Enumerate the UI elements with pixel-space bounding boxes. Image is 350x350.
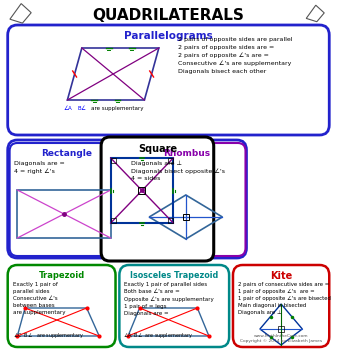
Text: Exactly 1 pair of parallel sides
Both base ∠'s are =
Opposite ∠'s are supplement: Exactly 1 pair of parallel sides Both ba… [124, 282, 214, 316]
Text: 2 pairs of opposite sides are parallel
2 pairs of opposite sides are =
2 pairs o: 2 pairs of opposite sides are parallel 2… [178, 37, 293, 74]
Text: www.MathIntheCore.com
Copyright © 2014 by Elizabeth James: www.MathIntheCore.com Copyright © 2014 b… [240, 334, 322, 343]
Bar [168, 218, 173, 223]
Text: Rectangle: Rectangle [41, 149, 92, 158]
Text: $\angle$A, B$\angle$  are supplementary: $\angle$A, B$\angle$ are supplementary [123, 331, 193, 340]
Bar [168, 158, 173, 163]
FancyBboxPatch shape [127, 143, 245, 256]
Text: B$\angle$: B$\angle$ [77, 103, 87, 112]
FancyBboxPatch shape [101, 137, 214, 261]
Text: $\angle$C  B$\angle$   are supplementary: $\angle$C B$\angle$ are supplementary [13, 331, 84, 340]
Text: Diagonals are ⊥
Diagonals bisect opposite ∠'s
4 = sides: Diagonals are ⊥ Diagonals bisect opposit… [131, 161, 225, 181]
Text: QUADRILATERALS: QUADRILATERALS [92, 8, 244, 23]
Text: Exactly 1 pair of
parallel sides
Consecutive ∠'s
between bases
are supplementary: Exactly 1 pair of parallel sides Consecu… [14, 282, 66, 315]
Text: Isosceles Trapezoid: Isosceles Trapezoid [130, 271, 218, 280]
Text: Parallelograms: Parallelograms [124, 31, 213, 41]
FancyBboxPatch shape [119, 265, 229, 347]
FancyBboxPatch shape [10, 143, 123, 256]
Text: 2 pairs of consecutive sides are =
1 pair of opposite ∠'s  are =
1 pair of oppos: 2 pairs of consecutive sides are = 1 pai… [238, 282, 331, 315]
Text: Square: Square [138, 144, 177, 154]
Text: Rhombus: Rhombus [163, 149, 210, 158]
Bar [111, 158, 116, 163]
FancyBboxPatch shape [8, 140, 246, 258]
Text: Trapezoid: Trapezoid [38, 271, 85, 280]
FancyBboxPatch shape [8, 25, 329, 135]
Text: Kite: Kite [270, 271, 292, 281]
Bar [183, 214, 189, 220]
Bar [138, 187, 145, 194]
FancyBboxPatch shape [8, 265, 116, 347]
Bar [111, 218, 116, 223]
FancyBboxPatch shape [233, 265, 329, 347]
Text: Diagonals are =
4 = right ∠'s: Diagonals are = 4 = right ∠'s [14, 161, 65, 174]
Text: are supplementary: are supplementary [91, 106, 144, 111]
Text: $\angle$A: $\angle$A [63, 103, 73, 112]
Bar [278, 326, 284, 332]
